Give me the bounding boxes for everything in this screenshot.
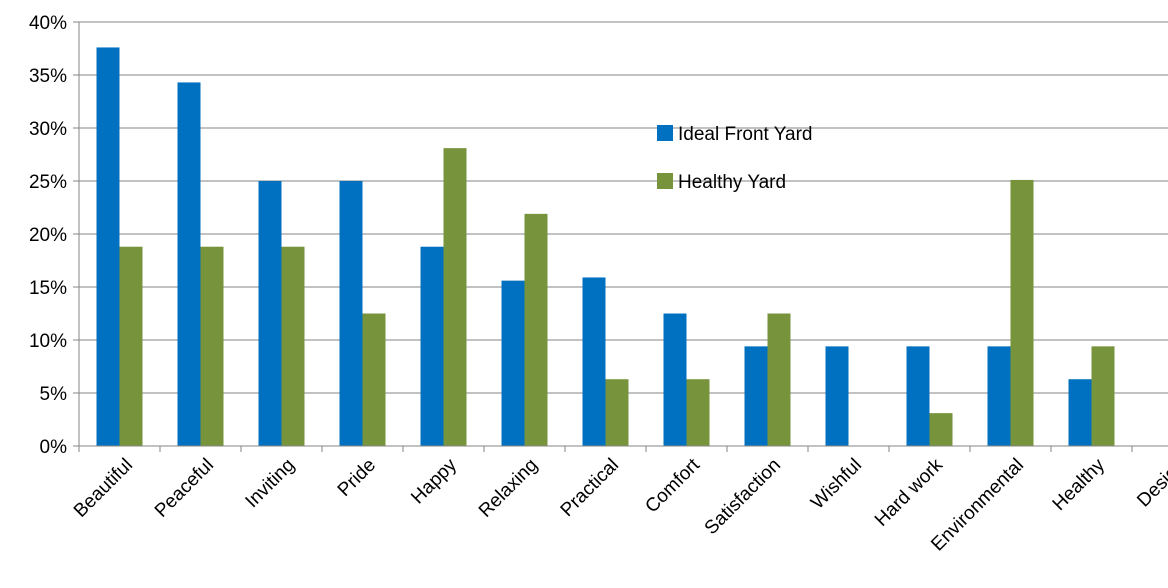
bar-ideal-front-yard <box>420 246 444 446</box>
bar-ideal-front-yard <box>258 181 282 446</box>
bar-healthy-yard <box>524 213 548 446</box>
x-axis-ticks: Beautiful Peaceful Inviting Pride Happy Relax… <box>70 446 1168 555</box>
bar-healthy-yard <box>605 379 629 446</box>
gridlines <box>79 21 1168 394</box>
x-tick-label: Satisfaction <box>701 455 785 539</box>
axes <box>78 22 1168 447</box>
legend-label: Healthy Yard <box>678 172 786 193</box>
y-tick-label: 35% <box>29 66 67 87</box>
bar-ideal-front-yard <box>744 346 768 446</box>
bar-healthy-yard <box>200 246 224 446</box>
bar-healthy-yard <box>281 246 305 446</box>
bar-ideal-front-yard <box>1068 379 1092 446</box>
y-tick-label: 30% <box>29 119 67 140</box>
legend-label: Ideal Front Yard <box>678 124 812 145</box>
x-tick-label: Inviting <box>242 455 299 512</box>
bar-healthy-yard <box>443 148 467 446</box>
y-tick-label: 25% <box>29 172 67 193</box>
y-tick-label: 5% <box>40 384 68 405</box>
bar-ideal-front-yard <box>663 313 687 446</box>
bar-ideal-front-yard <box>96 47 120 446</box>
legend-swatch <box>657 125 673 141</box>
x-tick-label: Hard work <box>871 454 947 530</box>
x-tick-label: Peaceful <box>151 455 218 522</box>
x-tick-label: Beautiful <box>70 455 137 522</box>
bar-healthy-yard <box>1010 179 1034 446</box>
bars <box>96 47 1115 447</box>
y-tick-label: 0% <box>40 437 68 458</box>
legend: Ideal Front Yard Healthy Yard <box>657 124 812 193</box>
bar-healthy-yard <box>686 379 710 446</box>
x-tick-label: Practical <box>557 455 623 521</box>
x-tick-label: Wishful <box>807 455 866 514</box>
bar-ideal-front-yard <box>501 280 525 446</box>
y-tick-label: 10% <box>29 331 67 352</box>
bar-ideal-front-yard <box>906 346 930 446</box>
x-tick-label: Relaxing <box>475 455 542 522</box>
x-tick-label: Pride <box>334 455 380 501</box>
legend-swatch <box>657 173 673 189</box>
bar-healthy-yard <box>929 413 953 446</box>
y-tick-label: 15% <box>29 278 67 299</box>
bar-ideal-front-yard <box>825 346 849 446</box>
y-tick-label: 20% <box>29 225 67 246</box>
bar-ideal-front-yard <box>177 82 201 447</box>
bar-healthy-yard <box>119 246 143 446</box>
bar-healthy-yard <box>767 313 791 446</box>
x-tick-label: Comfort <box>641 454 704 517</box>
x-tick-label: Happy <box>407 454 461 508</box>
y-axis-ticks: 0% 5% 10% 15% 20% 25% 30% 35% 40% <box>29 13 79 458</box>
y-tick-label: 40% <box>29 13 67 34</box>
bar-healthy-yard <box>362 313 386 446</box>
x-tick-label: Healthy <box>1049 454 1110 515</box>
bar-ideal-front-yard <box>582 277 606 446</box>
bar-ideal-front-yard <box>987 346 1011 446</box>
bar-healthy-yard <box>1091 346 1115 446</box>
x-tick-label: Design <box>1133 455 1168 512</box>
bar-ideal-front-yard <box>339 181 363 446</box>
